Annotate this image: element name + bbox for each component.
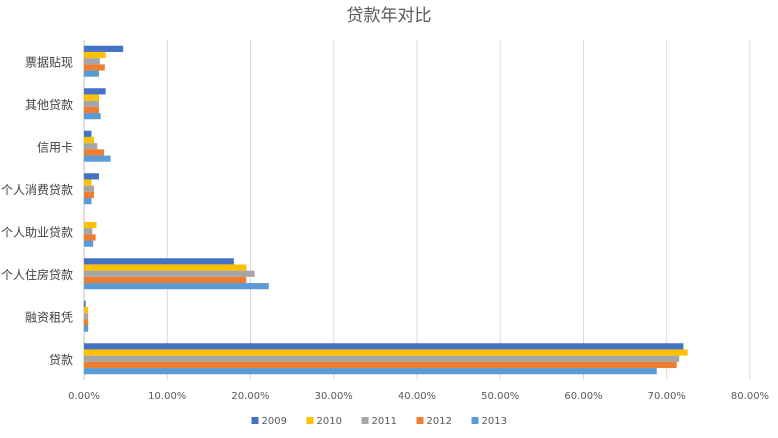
legend-swatch [471, 417, 479, 424]
bar-2011 [84, 100, 99, 107]
legend-label: 2012 [427, 416, 452, 427]
legend-label: 2009 [262, 416, 287, 427]
x-tick-label: 60.00% [564, 391, 602, 402]
bar-2010 [84, 221, 97, 229]
bar-2012 [84, 149, 104, 156]
bar-2013 [84, 325, 89, 332]
category-label: 贷款 [49, 353, 73, 367]
bar-2012 [84, 276, 247, 284]
x-tick-label: 0.00% [68, 391, 100, 402]
bar-2013 [84, 155, 111, 162]
legend-swatch [361, 417, 369, 424]
category-label: 票据贴现 [25, 55, 73, 69]
bar-2009 [84, 300, 86, 307]
bar-2013 [84, 283, 269, 290]
bar-2011 [84, 355, 680, 362]
bar-2010 [84, 94, 99, 101]
bar-2011 [84, 185, 94, 192]
bar-2011 [84, 143, 98, 150]
bar-2010 [84, 264, 247, 271]
bar-2012 [84, 106, 99, 114]
bar-2009 [84, 343, 684, 350]
bar-2010 [84, 349, 688, 356]
bar-2013 [84, 240, 94, 247]
legend-label: 2011 [372, 416, 397, 427]
category-label: 个人助业贷款 [1, 225, 73, 239]
x-tick-label: 10.00% [148, 391, 186, 402]
x-tick-label: 50.00% [481, 391, 519, 402]
bar-2010 [84, 51, 106, 59]
bar-2012 [84, 191, 94, 199]
bar-2009 [84, 130, 92, 137]
bar-2009 [84, 88, 106, 95]
bar-2012 [84, 64, 105, 71]
bar-2009 [84, 45, 124, 52]
category-label: 个人住房贷款 [1, 267, 73, 282]
chart-title: 贷款年对比 [347, 6, 432, 26]
bar-2010 [84, 179, 92, 186]
legend-swatch [416, 417, 424, 424]
bar-2013 [84, 198, 92, 205]
bar-2011 [84, 58, 100, 65]
bar-2012 [84, 361, 677, 369]
bar-2010 [84, 136, 94, 144]
bar-2009 [84, 173, 99, 180]
bar-2012 [84, 319, 89, 326]
bar-2013 [84, 368, 657, 375]
x-tick-label: 20.00% [231, 391, 269, 402]
legend-label: 2013 [482, 416, 507, 427]
x-tick-label: 70.00% [648, 391, 686, 402]
bar-2013 [84, 113, 101, 120]
x-axis-tick-labels: 0.00% 10.00% 20.00% 30.00% 40.00% 50.00% 60.00… [68, 391, 769, 402]
legend-swatch [251, 417, 259, 424]
category-label: 其他贷款 [25, 98, 73, 112]
x-tick-label: 40.00% [398, 391, 436, 402]
category-label: 融资租凭 [25, 309, 73, 324]
bars [84, 45, 688, 375]
bar-2009 [84, 258, 234, 265]
bar-2011 [84, 270, 255, 277]
x-tick-label: 80.00% [731, 391, 769, 402]
category-label: 个人消费贷款 [1, 183, 73, 197]
x-tick-label: 30.00% [315, 391, 353, 402]
bar-2011 [84, 228, 93, 235]
legend-swatch [306, 417, 314, 424]
bar-2012 [84, 234, 96, 241]
bar-2010 [84, 306, 89, 314]
gridlines [83, 40, 751, 380]
bar-2013 [84, 70, 99, 77]
category-label: 信用卡 [37, 140, 73, 154]
legend: 2009 2010 2011 2012 2013 [251, 416, 507, 427]
bar-2011 [84, 313, 89, 320]
legend-label: 2010 [317, 416, 342, 427]
